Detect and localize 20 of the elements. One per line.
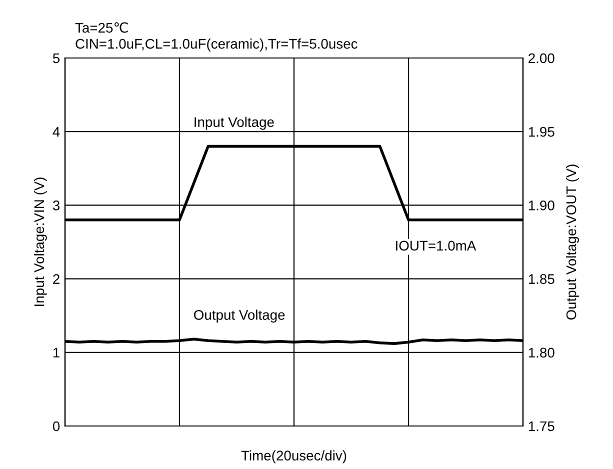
y-tick-label: 4	[52, 127, 60, 137]
y2-tick-label: 1.90	[528, 200, 554, 210]
y2-tick-label: 1.95	[528, 126, 554, 137]
x-axis-title: Time(20usec/div)	[241, 450, 346, 464]
y2-tick-label: 1.85	[528, 274, 554, 284]
y2-tick-label: 1.80	[528, 348, 554, 358]
y2-axis-title: Output Voltage:VOUT (V)	[566, 164, 579, 320]
y-tick-label: 5	[52, 53, 60, 64]
text: CIN=1.0uF,CL=1.0uF(ceramic),Tr=Tf=5.0usec	[76, 38, 358, 52]
y-axis-title: Input Voltage:VIN (V)	[34, 178, 47, 306]
y-tick-label: 2	[53, 274, 60, 284]
series-label: Output Voltage	[194, 310, 285, 323]
y-tick-label: 1	[53, 348, 60, 358]
y-tick-label: 3	[52, 200, 60, 210]
annotation: IOUT=1.0mA	[396, 240, 476, 251]
y-tick-label: 0	[52, 421, 60, 432]
text: Ta=25℃	[75, 22, 128, 33]
y2-tick-label: 1.75	[528, 421, 554, 432]
series-label: Input Voltage	[194, 116, 274, 130]
y2-tick-label: 2.00	[528, 53, 554, 64]
